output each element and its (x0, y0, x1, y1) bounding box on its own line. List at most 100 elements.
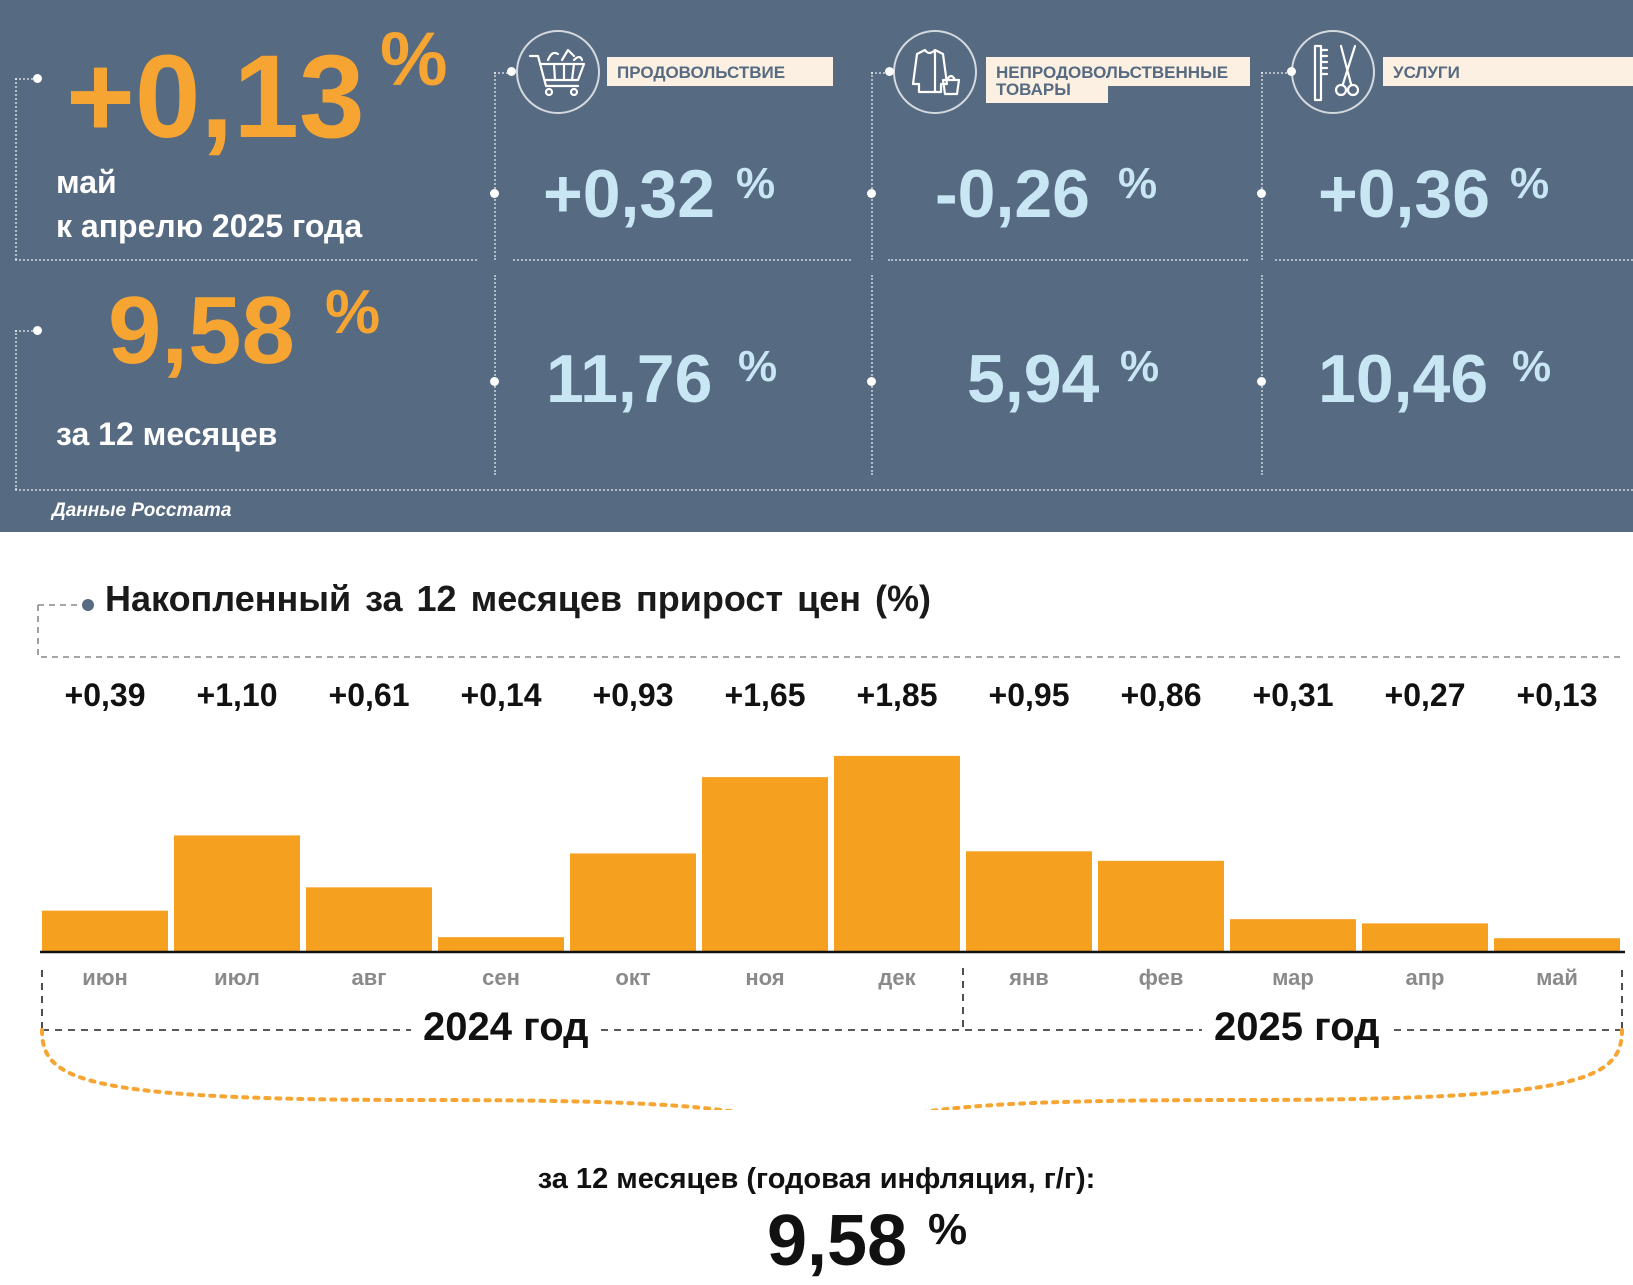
bullet-dot (507, 67, 516, 76)
divider (494, 72, 512, 74)
divider (15, 330, 37, 332)
month-tick-label: окт (615, 965, 650, 990)
divider (1275, 259, 1633, 261)
bullet-dot (33, 326, 42, 335)
clothing-icon (893, 30, 977, 114)
divider (15, 489, 1633, 491)
bar-авг (306, 887, 432, 952)
monthly-total-value: +0,13 (66, 31, 365, 163)
services-annual-unit: % (1512, 342, 1552, 391)
nonfood-annual-unit: % (1120, 342, 1160, 391)
divider (513, 259, 851, 261)
bullet-dot (490, 377, 499, 386)
month-tick-label: июл (214, 965, 260, 990)
bar-апр (1362, 923, 1488, 952)
bullet-dot (885, 67, 894, 76)
month-tick-label: апр (1406, 965, 1445, 990)
bar-май (1494, 938, 1620, 952)
food-monthly-unit: % (736, 159, 776, 208)
month-tick-label: мар (1272, 965, 1314, 990)
annual-total-value: 9,58 (108, 277, 295, 384)
bar-value-label: +0,39 (65, 677, 146, 713)
bullet-dot (867, 189, 876, 198)
nonfood-monthly-unit: % (1118, 159, 1158, 208)
bullet-dot (33, 74, 42, 83)
nonfood-annual-value: 5,94 (967, 341, 1100, 417)
bar-value-label: +1,10 (197, 677, 278, 713)
bar-value-label: +0,27 (1385, 677, 1466, 713)
chart-title: Накопленный за 12 месяцев прирост цен (%… (105, 578, 931, 619)
brace-left (40, 1028, 736, 1110)
shopping-cart-icon (516, 30, 600, 114)
divider (15, 259, 477, 261)
bar-value-label: +0,14 (461, 677, 542, 713)
month-tick-label: май (1536, 965, 1578, 990)
divider (1261, 72, 1291, 74)
monthly-total-unit: % (380, 17, 448, 102)
bar-value-label: +0,86 (1121, 677, 1202, 713)
divider (15, 330, 17, 490)
bar-июн (42, 910, 168, 952)
divider (494, 72, 496, 260)
data-source-note: Данные Росстата (52, 500, 232, 521)
food-annual-unit: % (738, 342, 778, 391)
bar-сен (438, 937, 564, 952)
bar-value-label: +0,31 (1253, 677, 1334, 713)
services-annual-value: 10,46 (1318, 341, 1489, 417)
bar-value-label: +1,65 (725, 677, 806, 713)
nonfood-monthly-value: -0,26 (935, 156, 1090, 232)
bullet-dot (1257, 189, 1266, 198)
bar-value-label: +0,13 (1517, 677, 1598, 713)
food-annual-value: 11,76 (546, 341, 713, 417)
divider (15, 78, 17, 260)
divider (871, 275, 873, 475)
bar-мар (1230, 919, 1356, 952)
divider (871, 72, 873, 260)
comb-scissors-icon (1291, 30, 1375, 114)
category-label-nonfood-line2: ТОВАРЫ (986, 80, 1108, 103)
year-label-2024: 2024 год (411, 1007, 601, 1047)
brace-right (924, 1028, 1624, 1110)
monthly-base-label: к апрелю 2025 года (56, 208, 363, 244)
month-tick-label: ноя (745, 965, 784, 990)
month-tick-label: дек (878, 965, 916, 990)
services-monthly-unit: % (1510, 159, 1550, 208)
food-monthly-value: +0,32 (543, 156, 716, 232)
services-monthly-value: +0,36 (1318, 156, 1491, 232)
divider (494, 275, 496, 475)
month-tick-label: авг (352, 965, 387, 990)
summary-panel: +0,13 % май к апрелю 2025 года 9,58 % за… (0, 0, 1633, 532)
divider (1261, 275, 1263, 475)
title-bracket (37, 599, 1625, 658)
bar-фев (1098, 860, 1224, 952)
bar-value-label: +1,85 (857, 677, 938, 713)
bar-июл (174, 835, 300, 952)
bar-ноя (702, 777, 828, 952)
bar-value-label: +0,95 (989, 677, 1070, 713)
month-tick-label: янв (1008, 965, 1049, 990)
year-label-2025: 2025 год (1202, 1007, 1392, 1047)
category-label-services: УСЛУГИ (1383, 57, 1633, 86)
divider (871, 72, 889, 74)
month-tick-label: фев (1139, 965, 1184, 990)
month-tick-label: июн (82, 965, 128, 990)
bar-окт (570, 853, 696, 952)
divider (1261, 72, 1263, 260)
bar-value-label: +0,61 (329, 677, 410, 713)
annual-inflation-unit: % (928, 1205, 968, 1254)
annual-total-unit: % (325, 278, 381, 347)
month-tick-label: сен (482, 965, 520, 990)
bar-дек (834, 755, 960, 952)
bullet-dot (1257, 377, 1266, 386)
bullet-dot (867, 377, 876, 386)
annual-period-label: за 12 месяцев (56, 416, 278, 452)
bar-янв (966, 851, 1092, 952)
category-label-food: ПРОДОВОЛЬСТВИЕ (607, 57, 833, 86)
monthly-period-label: май (56, 164, 117, 200)
bullet-dot (490, 189, 499, 198)
divider (15, 78, 37, 80)
divider (888, 259, 1248, 261)
annual-inflation-value: 9,58 (767, 1201, 908, 1281)
bar-value-label: +0,93 (593, 677, 674, 713)
annual-inflation-caption: за 12 месяцев (годовая инфляция, г/г): (537, 1163, 1096, 1195)
